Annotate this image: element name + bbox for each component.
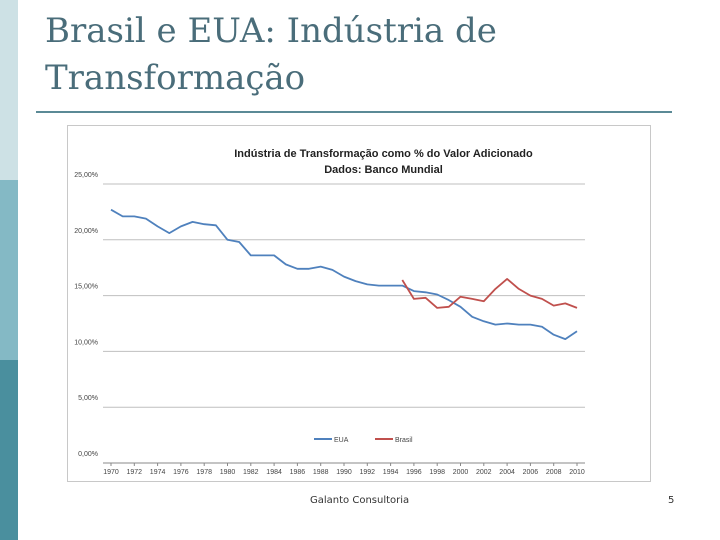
- x-tick-label: 2000: [453, 469, 469, 476]
- title-divider: [36, 111, 672, 113]
- x-tick-label: 1982: [243, 469, 259, 476]
- x-tick-label: 1996: [406, 469, 422, 476]
- x-tick-label: 1976: [173, 469, 189, 476]
- y-tick-label: 15,00%: [74, 284, 98, 291]
- x-tick-label: 2008: [546, 469, 562, 476]
- x-tick-label: 1986: [290, 469, 306, 476]
- x-tick-label: 1988: [313, 469, 329, 476]
- sidebar-band-top: [0, 0, 18, 180]
- y-tick-label: 25,00%: [74, 172, 98, 179]
- page-number: 5: [668, 495, 675, 506]
- footer-text: Galanto Consultoria: [310, 495, 410, 506]
- x-tick-label: 1970: [103, 469, 119, 476]
- slide-title: Brasil e EUA: Indústria de Transformação: [45, 8, 665, 102]
- x-tick-label: 1994: [383, 469, 399, 476]
- x-tick-label: 2006: [523, 469, 539, 476]
- x-tick-label: 1980: [220, 469, 236, 476]
- x-tick-label: 1984: [266, 469, 282, 476]
- y-tick-label: 10,00%: [74, 339, 98, 346]
- legend-label-brasil: Brasil: [395, 437, 413, 444]
- y-tick-label: 20,00%: [74, 228, 98, 235]
- x-tick-label: 1978: [196, 469, 212, 476]
- x-tick-label: 1990: [336, 469, 352, 476]
- x-tick-label: 1972: [127, 469, 143, 476]
- series-line-eua: [110, 208, 578, 341]
- slide-title-line2: Transformação: [45, 58, 306, 98]
- series-line-brasil: [401, 277, 578, 309]
- x-tick-label: 2002: [476, 469, 492, 476]
- x-tick-label: 1974: [150, 469, 166, 476]
- slide-title-line1: Brasil e EUA: Indústria de: [45, 11, 497, 51]
- x-tick-label: 2004: [499, 469, 515, 476]
- sidebar-band-middle: [0, 180, 18, 360]
- x-tick-label: 1998: [429, 469, 445, 476]
- legend-label-eua: EUA: [334, 437, 349, 444]
- x-tick-label: 1992: [360, 469, 376, 476]
- sidebar-band-bottom: [0, 360, 18, 540]
- y-tick-label: 5,00%: [78, 395, 98, 402]
- x-tick-label: 2010: [569, 469, 585, 476]
- y-tick-label: 0,00%: [78, 451, 98, 458]
- chart-title-line2: Dados: Banco Mundial: [324, 164, 443, 176]
- chart-title-line1: Indústria de Transformação como % do Val…: [234, 148, 533, 160]
- chart-title: Indústria de Transformação como % do Val…: [67, 146, 700, 178]
